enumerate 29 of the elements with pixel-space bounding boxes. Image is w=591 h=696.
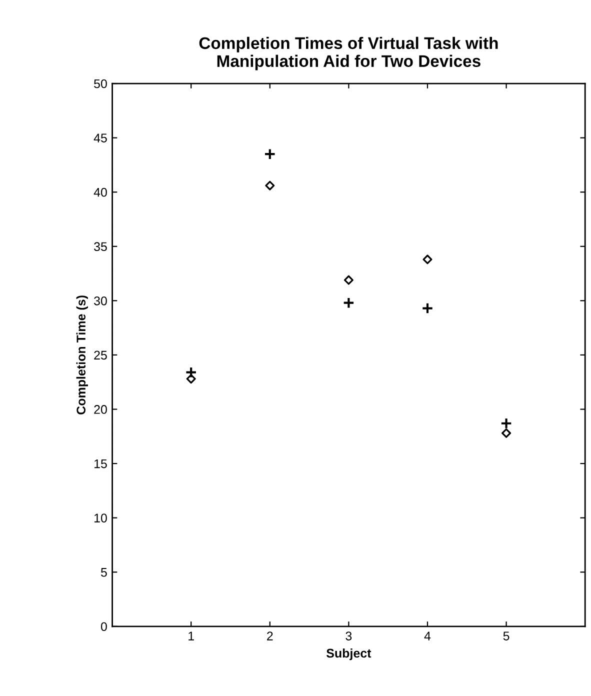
y-tick-label: 45 (94, 134, 107, 142)
x-tick-label: 4 (424, 632, 431, 640)
point (265, 180, 275, 190)
y-tick-label: 20 (94, 405, 107, 414)
chart-title: Completion Times of Virtual Task with Manipulation Aid for Two Devices (199, 36, 498, 70)
point (185, 366, 197, 378)
point (342, 296, 355, 309)
y-tick-label: 50 (94, 79, 107, 88)
y-tick-label: 40 (94, 188, 107, 197)
y-tick-label: 25 (94, 350, 107, 360)
y-tick-label: 5 (100, 568, 107, 577)
y-tick-label: 30 (94, 296, 107, 306)
x-tick-label: 2 (267, 632, 273, 640)
x-tick-label: 5 (503, 632, 510, 640)
point (502, 428, 512, 438)
x-axis-title: Subject (326, 648, 372, 660)
x-tick-label: 3 (346, 632, 352, 640)
point (422, 254, 432, 264)
y-tick-label: 10 (94, 514, 107, 522)
point (264, 148, 276, 160)
y-tick-label: 0 (100, 622, 107, 632)
y-axis-title: Completion Time (s) (76, 296, 88, 414)
y-tick-label: 15 (94, 459, 107, 468)
point (344, 275, 354, 285)
x-tick-label: 1 (188, 632, 194, 640)
point (422, 302, 434, 314)
y-tick-label: 35 (94, 242, 107, 252)
point (500, 417, 512, 430)
point (186, 374, 196, 384)
